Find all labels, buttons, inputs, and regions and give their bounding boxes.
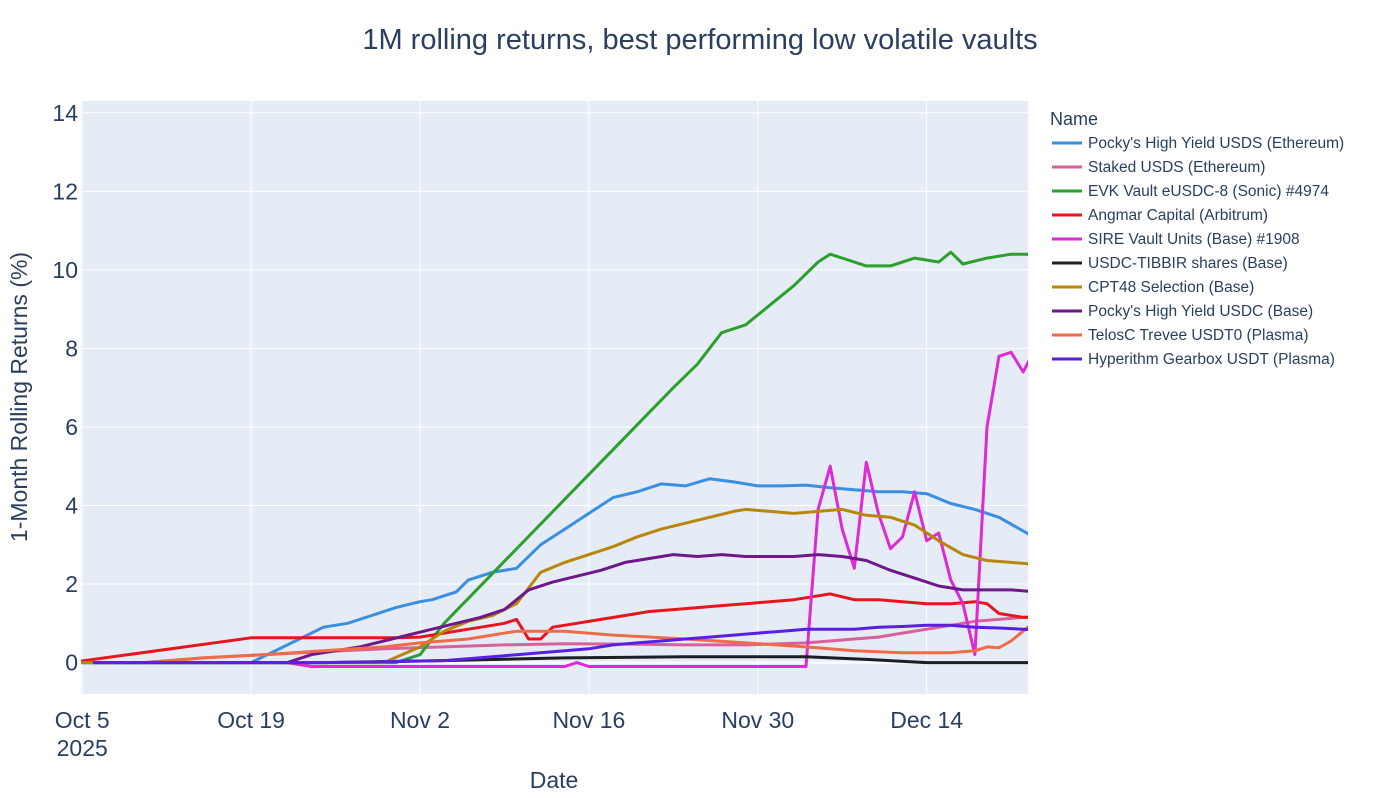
y-tick-label: 12 (52, 178, 78, 204)
y-tick-label: 0 (65, 650, 78, 676)
x-tick-label: Nov 16 (552, 707, 625, 733)
series-lines (81, 250, 1028, 668)
series-line (285, 350, 1028, 668)
legend-label: SIRE Vault Units (Base) #1908 (1088, 231, 1300, 248)
plot-area (81, 101, 1028, 694)
y-tick-label: 14 (52, 100, 78, 126)
y-axis-title: 1-Month Rolling Returns (%) (6, 252, 32, 542)
legend-label: Pocky's High Yield USDC (Base) (1088, 303, 1313, 320)
legend-label: Staked USDS (Ethereum) (1088, 159, 1265, 176)
series-line (81, 507, 1028, 665)
y-tick-label: 10 (52, 257, 78, 283)
legend-label: USDC-TIBBIR shares (Base) (1088, 255, 1288, 272)
legend-label: Hyperithm Gearbox USDT (Plasma) (1088, 351, 1335, 368)
legend: Name Pocky's High Yield USDS (Ethereum) S… (1050, 109, 1344, 368)
y-tick-label: 2 (65, 571, 78, 597)
x-tick-label: Nov 30 (721, 707, 794, 733)
legend-label: Angmar Capital (Arbitrum) (1088, 207, 1268, 224)
legend-label: EVK Vault eUSDC-8 (Sonic) #4974 (1088, 183, 1329, 200)
series-line (285, 553, 1028, 665)
series-line (92, 655, 1028, 665)
series-line (92, 623, 1028, 665)
y-tick-label: 8 (65, 335, 78, 361)
chart-title: 1M rolling returns, best performing low … (362, 24, 1037, 56)
legend-label: Pocky's High Yield USDS (Ethereum) (1088, 135, 1344, 152)
series-line (153, 625, 1028, 665)
y-axis-ticks: 0 2 4 6 8 10 12 14 (52, 100, 78, 676)
legend-title: Name (1050, 109, 1098, 129)
y-tick-label: 4 (65, 492, 78, 518)
legend-label: CPT48 Selection (Base) (1088, 279, 1254, 296)
x-tick-sublabel: 2025 (57, 735, 108, 761)
y-tick-label: 6 (65, 414, 78, 440)
x-tick-label: Dec 14 (890, 707, 963, 733)
legend-label: TelosC Trevee USDT0 (Plasma) (1088, 327, 1309, 344)
x-tick-label: Oct 5 (55, 707, 110, 733)
x-axis-title: Date (530, 767, 579, 793)
x-gridlines (81, 101, 928, 694)
series-line (81, 592, 1028, 663)
x-tick-label: Nov 2 (390, 707, 450, 733)
x-tick-label: Oct 19 (217, 707, 285, 733)
series-line (81, 250, 1028, 665)
series-line (81, 477, 1028, 665)
